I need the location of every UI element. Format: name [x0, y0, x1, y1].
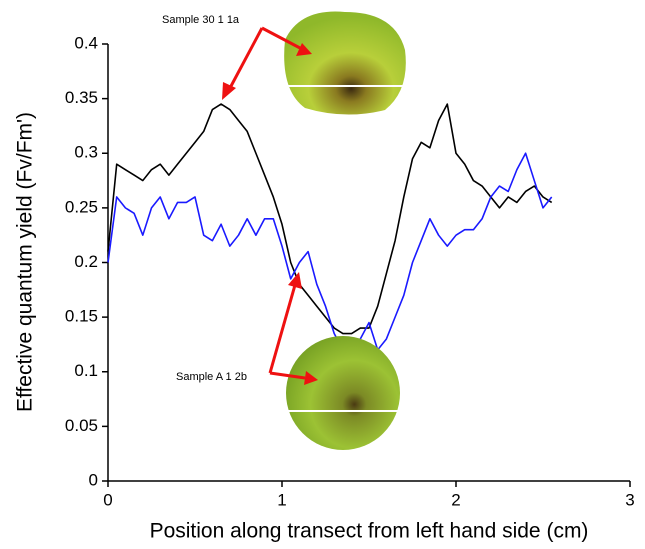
y-tick-label: 0.4: [74, 33, 98, 52]
chart: Position along transect from left hand s…: [0, 0, 645, 549]
y-tick-label: 0.1: [74, 361, 98, 380]
sample-image-top: [284, 12, 406, 115]
data-line: [108, 104, 552, 333]
annotation: Sample A 1 2b: [176, 371, 247, 383]
x-tick-label: 3: [625, 490, 634, 509]
y-axis-label: Effective quantum yield (Fv/Fm'): [14, 112, 37, 412]
y-tick-label: 0.15: [65, 307, 98, 326]
page: {"chart_data": {"type": "line", "x_label…: [0, 0, 645, 549]
sample-image-bottom: [286, 336, 400, 450]
y-tick-label: 0.05: [65, 416, 98, 435]
data-line: [108, 153, 552, 350]
annotation: Sample 30 1 1a: [162, 14, 240, 26]
x-tick-label: 0: [103, 490, 112, 509]
y-tick-label: 0.2: [74, 252, 98, 271]
y-tick-label: 0.35: [65, 88, 98, 107]
x-axis-label: Position along transect from left hand s…: [150, 520, 589, 543]
y-tick-label: 0: [89, 470, 98, 489]
x-tick-label: 2: [451, 490, 460, 509]
y-tick-label: 0.3: [74, 143, 98, 162]
y-tick-label: 0.25: [65, 197, 98, 216]
x-tick-label: 1: [277, 490, 286, 509]
